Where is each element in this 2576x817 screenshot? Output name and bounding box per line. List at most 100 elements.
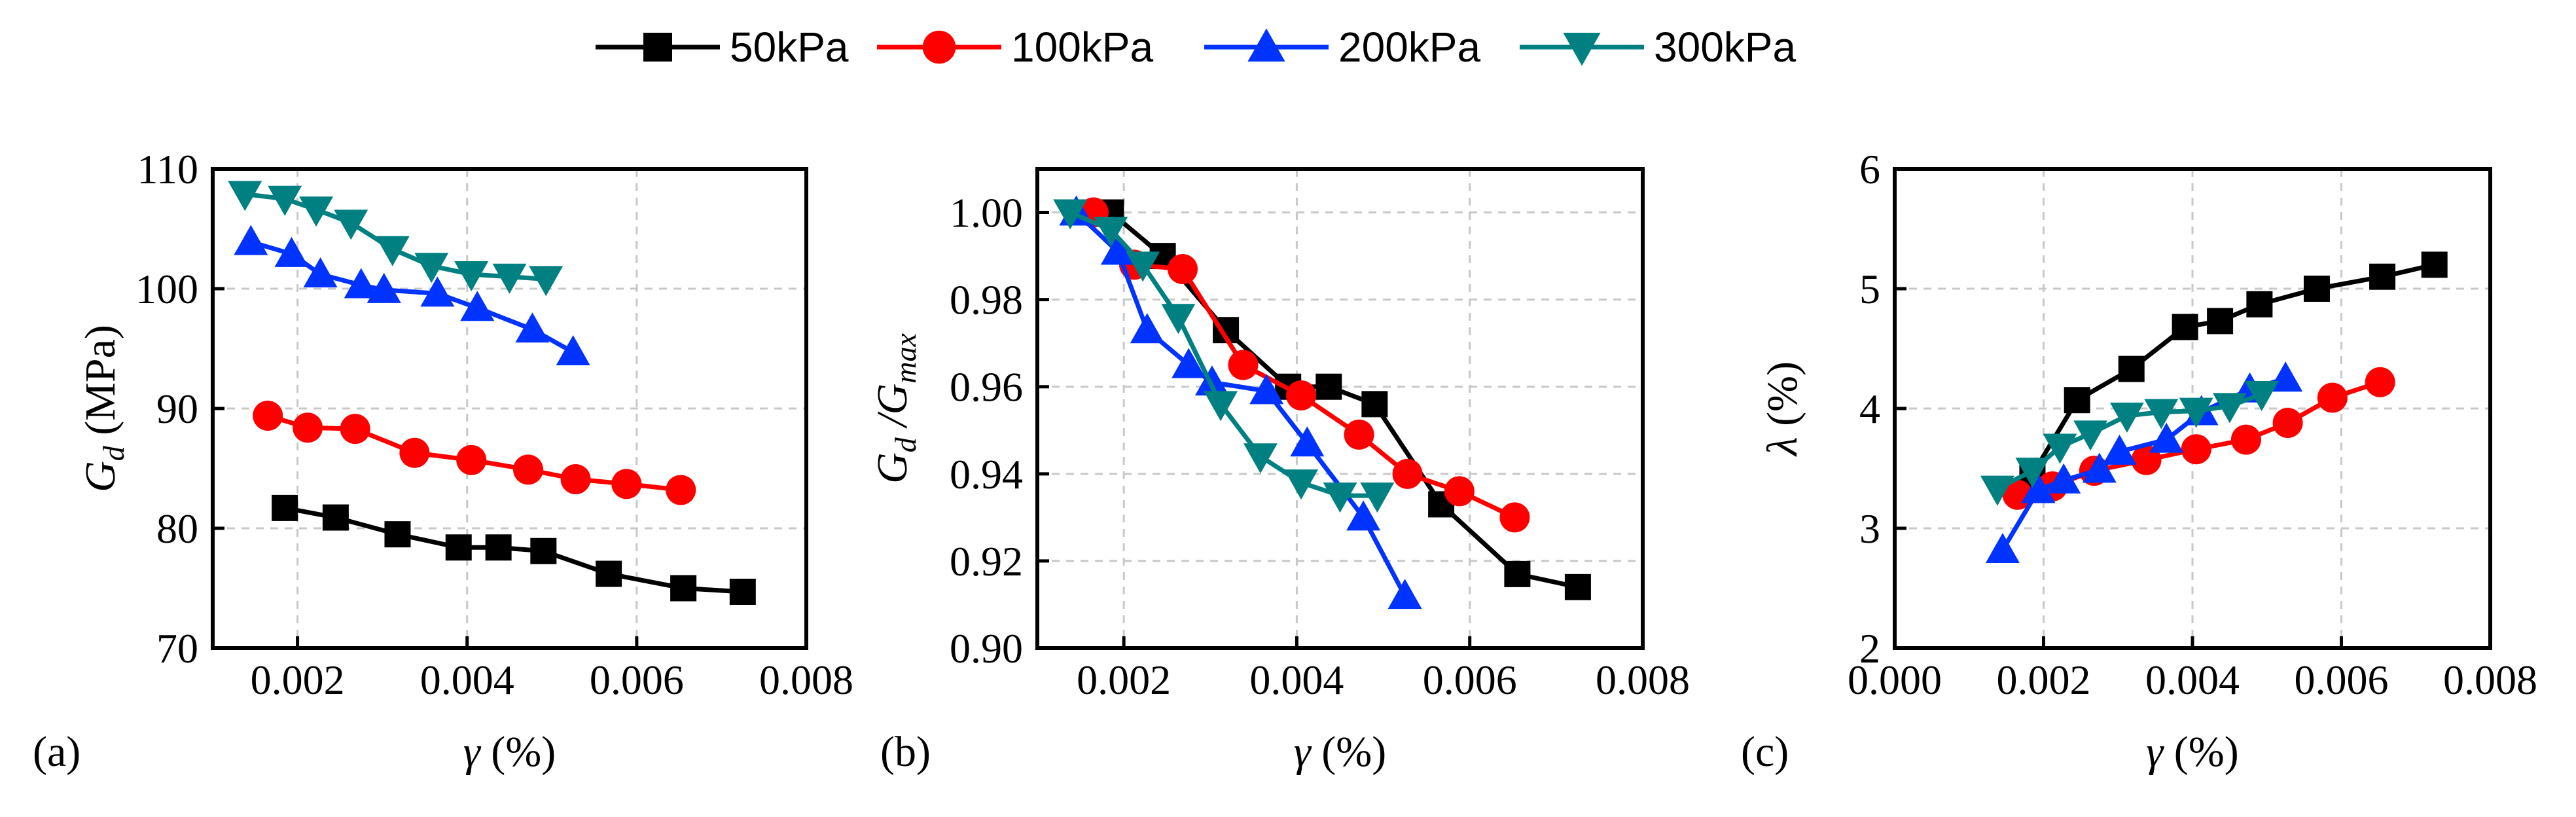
legend-label: 200kPa: [1338, 24, 1480, 71]
y-tick-label: 90: [156, 386, 198, 432]
data-point: [340, 414, 370, 445]
data-point: [1204, 391, 1238, 422]
x-tick-label: 0.004: [1249, 657, 1344, 703]
legend-marker-square: [643, 33, 672, 62]
data-point: [1315, 373, 1342, 400]
y-tick-label: 110: [137, 146, 198, 192]
data-point: [1243, 443, 1278, 474]
data-point: [2047, 463, 2081, 494]
data-point: [1344, 419, 1374, 450]
data-point: [384, 521, 411, 548]
data-point: [1985, 532, 2020, 563]
data-point: [2421, 251, 2448, 278]
data-point: [1168, 254, 1198, 285]
data-point: [729, 578, 756, 605]
data-point: [268, 185, 302, 216]
legend-item-100kPa: 100kPa: [877, 24, 1153, 71]
data-point: [2369, 263, 2396, 290]
data-point: [399, 437, 430, 468]
x-axis-label: γ (%): [1294, 728, 1386, 776]
y-tick-label: 3: [1859, 505, 1880, 552]
data-point: [1130, 313, 1164, 344]
data-point: [1499, 502, 1530, 533]
y-tick-label: 80: [156, 505, 198, 552]
legend-marker-triangle-up: [1247, 28, 1285, 62]
data-point: [2272, 407, 2303, 438]
y-tick-label: 2: [1859, 625, 1880, 672]
legend-item-300kPa: 300kPa: [1520, 24, 1796, 71]
data-point: [1194, 365, 1229, 396]
y-tick-label: 0.94: [950, 451, 1023, 498]
data-point: [2102, 434, 2137, 465]
chart-panel-3: 0.000 0.002 0.004 0.006 0.008 2 3 4 5 6 γ (%) λ (%)…: [1741, 146, 2537, 776]
series-100kPa: [253, 400, 696, 505]
data-point: [253, 400, 283, 431]
data-point: [1290, 426, 1325, 457]
data-point: [1161, 304, 1196, 335]
legend-label: 300kPa: [1654, 24, 1796, 71]
x-tick-label: 0.006: [2295, 657, 2389, 703]
data-point: [344, 268, 378, 299]
data-point: [1053, 199, 1088, 230]
data-point: [529, 266, 564, 297]
y-tick-label: 6: [1859, 146, 1880, 192]
data-point: [670, 575, 697, 602]
data-point: [1980, 475, 2014, 506]
legend-marker-circle: [922, 30, 956, 64]
x-tick-label: 0.002: [1077, 657, 1171, 703]
y-tick-label: 5: [1859, 266, 1880, 312]
y-axis-label: λ (%): [1759, 361, 1806, 457]
panel-label: (c): [1741, 728, 1789, 776]
data-point: [1284, 469, 1319, 500]
legend-label: 100kPa: [1011, 24, 1153, 71]
x-tick-label: 0.002: [1997, 657, 2091, 703]
data-point: [2317, 382, 2348, 413]
data-point: [596, 560, 622, 587]
data-point: [1323, 482, 1357, 513]
series-50kPa: [2019, 251, 2448, 488]
chart-panel-2: 0.002 0.004 0.006 0.008 0.90 0.92 0.94 0.96 0.98…: [868, 167, 1690, 776]
legend-item-50kPa: 50kPa: [596, 24, 849, 71]
y-axis-label: Gd /Gmax: [868, 333, 922, 484]
data-point: [293, 412, 323, 443]
data-point: [1126, 251, 1160, 282]
data-point: [556, 335, 590, 365]
series-200kPa: [234, 225, 590, 365]
data-point: [2109, 402, 2144, 433]
data-point: [445, 534, 472, 561]
data-point: [513, 454, 544, 485]
panel-label: (b): [880, 728, 931, 776]
y-tick-label: 0.96: [950, 364, 1023, 410]
data-point: [2064, 387, 2090, 414]
data-point: [1346, 500, 1381, 531]
data-point: [611, 469, 642, 499]
data-point: [375, 236, 410, 266]
y-tick-label: 0.98: [950, 277, 1023, 323]
x-tick-label: 0.000: [1848, 657, 1942, 703]
data-point: [1100, 234, 1135, 265]
data-point: [228, 181, 262, 211]
x-tick-label: 0.008: [1596, 657, 1690, 703]
data-point: [456, 445, 487, 475]
data-point: [1361, 391, 1388, 418]
data-point: [1249, 374, 1284, 405]
data-point: [2230, 424, 2261, 455]
data-point: [303, 257, 338, 288]
y-tick-label: 4: [1859, 386, 1880, 432]
data-point: [2212, 393, 2247, 424]
data-point: [1094, 217, 1128, 247]
y-tick-label: 0.92: [950, 538, 1023, 585]
legend: 50kPa 100kPa 200kPa 300kPa: [596, 24, 1796, 71]
x-tick-label: 0.008: [2443, 657, 2537, 703]
data-point: [2172, 314, 2198, 340]
data-point: [2144, 399, 2179, 429]
data-point: [299, 196, 334, 227]
data-point: [2149, 422, 2184, 453]
series-300kPa: [1053, 199, 1395, 513]
data-point: [1228, 350, 1259, 380]
data-point: [1286, 380, 1317, 411]
x-tick-label: 0.004: [420, 657, 514, 703]
data-point: [515, 312, 550, 343]
data-point: [530, 537, 557, 564]
